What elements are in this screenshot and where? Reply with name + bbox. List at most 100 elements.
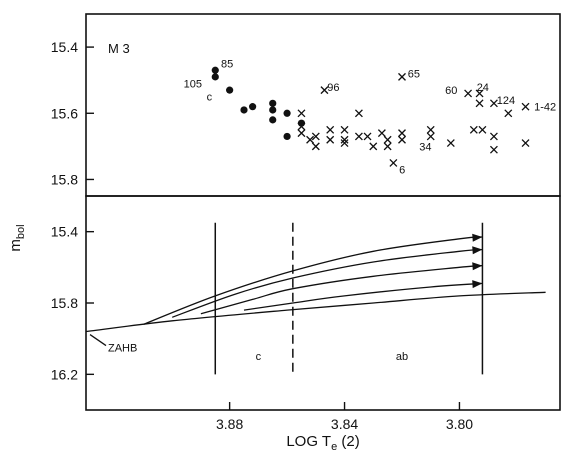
cross-stroke [489, 99, 498, 108]
top-y-ticks: 15.4 15.6 15.8 [51, 39, 94, 187]
cross-stroke [478, 125, 487, 134]
filled-circle-point [240, 106, 248, 114]
cross-stroke [326, 125, 335, 134]
cross-point [311, 132, 320, 141]
cross-point [297, 109, 306, 118]
instability-strip-boundaries [214, 222, 484, 375]
filled-circle-point [211, 73, 219, 81]
point-label: 60 [445, 85, 457, 97]
bottom-panel-frame [85, 195, 561, 411]
cross-stroke [377, 129, 386, 138]
cross-stroke [489, 132, 498, 141]
zahb-label: ZAHB [108, 343, 137, 355]
cross-stroke [320, 86, 329, 95]
evolution-tracks [143, 233, 483, 326]
cross-point [297, 122, 306, 131]
y-tick-label: 15.8 [51, 295, 78, 311]
cross-stroke [475, 99, 484, 108]
cross-point [369, 142, 378, 151]
cross-point [475, 89, 484, 98]
evolution-track [200, 264, 483, 315]
y-tick-label: 15.6 [51, 105, 78, 121]
point-label: 24 [477, 82, 489, 94]
cross-point [320, 86, 329, 95]
filled-circle-point [269, 99, 277, 107]
cross-point [469, 125, 478, 134]
bottom-y-ticks: 15.4 15.8 16.2 [51, 224, 94, 382]
cross-stroke [489, 145, 498, 154]
region-label: c [256, 351, 262, 363]
bottom-region-labels: c ab [256, 351, 409, 363]
point-label: 105 [184, 78, 202, 90]
cross-stroke [469, 125, 478, 134]
cross-stroke [306, 135, 315, 144]
y-tick-label: 15.4 [51, 39, 78, 55]
filled-circle-point [269, 106, 277, 114]
cross-point [306, 135, 315, 144]
cross-stroke [521, 139, 530, 148]
filled-circle-point [269, 116, 277, 124]
point-label: 96 [327, 82, 339, 94]
cross-point [389, 158, 398, 167]
filled-circle-point [283, 132, 291, 141]
point-label: 65 [408, 69, 420, 81]
y-tick-label: 15.4 [51, 224, 78, 240]
cross-stroke [311, 142, 320, 151]
bottom-panel: 15.4 15.8 16.2 3.88 3.84 3.80 ZAHB c ab [51, 195, 561, 432]
zahb-curve: ZAHB [85, 291, 546, 355]
cross-stroke [326, 135, 335, 144]
cross-stroke [464, 89, 473, 98]
point-label: 85 [221, 59, 233, 71]
evolution-track [143, 236, 483, 326]
cross-point [340, 135, 349, 144]
cross-stroke [383, 142, 392, 151]
cross-stroke [426, 125, 435, 134]
cross-stroke [383, 135, 392, 144]
cross-point [326, 135, 335, 144]
filled-circle-point [249, 103, 257, 111]
cross-point [521, 139, 530, 148]
cross-point [398, 135, 406, 144]
cross-stroke [369, 142, 378, 151]
point-label: c [207, 92, 213, 104]
arrowhead [472, 246, 483, 255]
bottom-x-ticks: 3.88 3.84 3.80 [216, 402, 473, 432]
cross-stroke [354, 132, 363, 141]
cross-stroke [297, 109, 306, 118]
filled-circle-point [226, 86, 234, 94]
cross-point [478, 125, 487, 134]
cross-stroke [398, 135, 406, 144]
region-label: ab [396, 351, 408, 363]
cross-stroke [297, 122, 306, 131]
y-tick-label: 16.2 [51, 366, 78, 382]
cross-point [354, 109, 363, 118]
cross-stroke [311, 132, 320, 141]
cross-point [504, 109, 513, 118]
cross-point [383, 142, 392, 151]
x-axis-label: LOG Te (2) [286, 433, 359, 453]
cross-point [489, 145, 498, 154]
cross-stroke [521, 102, 530, 111]
cross-point [377, 129, 386, 138]
cross-point [340, 125, 349, 134]
cross-stroke [446, 139, 455, 148]
cross-stroke [389, 158, 398, 167]
panel-label-m3: M 3 [108, 41, 130, 56]
filled-circle-point [283, 109, 291, 117]
zahb-line [85, 291, 546, 333]
top-panel-frame [85, 13, 561, 197]
cross-stroke [354, 109, 363, 118]
x-tick-label: 3.80 [446, 416, 473, 432]
evolution-track [171, 248, 483, 318]
cross-point [475, 99, 484, 108]
y-axis-label: mbol [7, 224, 27, 251]
top-panel: M 3 15.4 15.6 15.8 85 105 c 96 65 60 24 124 1-42 34… [51, 13, 561, 197]
cross-point [446, 139, 455, 148]
cross-point [398, 72, 406, 81]
filled-circle-point [211, 66, 219, 74]
cross-stroke [398, 72, 406, 81]
x-tick-label: 3.88 [216, 416, 243, 432]
cross-stroke [363, 132, 372, 141]
top-point-labels: 85 105 c 96 65 60 24 124 1-42 34 6 [184, 59, 557, 177]
point-label: 1-42 [534, 102, 556, 114]
